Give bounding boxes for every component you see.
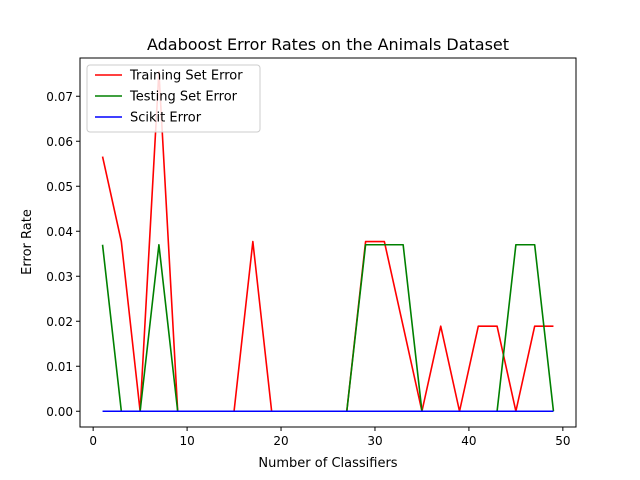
x-tick-label: 40 xyxy=(461,434,476,448)
y-tick-label: 0.07 xyxy=(46,90,73,104)
legend: Training Set Error Testing Set Error Sciki… xyxy=(86,64,261,133)
x-tick-label: 0 xyxy=(89,434,97,448)
y-tick-label: 0.04 xyxy=(46,225,73,239)
y-axis-label: Error Rate xyxy=(20,209,35,275)
legend-label-scikit-error: Scikit Error xyxy=(130,111,202,126)
y-axis-ticks: 0.00 0.01 0.02 0.03 0.04 0.05 0.06 0.07 xyxy=(46,90,80,419)
legend-label-training-set-error: Training Set Error xyxy=(129,69,243,84)
y-tick-label: 0.03 xyxy=(46,270,73,284)
y-tick-label: 0.05 xyxy=(46,180,73,194)
x-axis-ticks: 0 10 20 30 40 50 xyxy=(89,427,570,448)
legend-box xyxy=(86,64,261,133)
plot-frame xyxy=(79,57,577,428)
y-tick-label: 0.00 xyxy=(46,405,73,419)
y-tick-label: 0.02 xyxy=(46,315,73,329)
legend-label-testing-set-error: Testing Set Error xyxy=(129,90,238,105)
x-axis-label: Number of Classifiers xyxy=(258,456,397,471)
y-tick-label: 0.06 xyxy=(46,135,73,149)
x-tick-label: 10 xyxy=(179,434,194,448)
x-tick-label: 50 xyxy=(555,434,570,448)
series-layer xyxy=(101,70,555,413)
chart-title: Adaboost Error Rates on the Animals Data… xyxy=(147,35,509,54)
x-tick-label: 30 xyxy=(367,434,382,448)
y-tick-label: 0.01 xyxy=(46,360,73,374)
x-tick-label: 20 xyxy=(273,434,288,448)
